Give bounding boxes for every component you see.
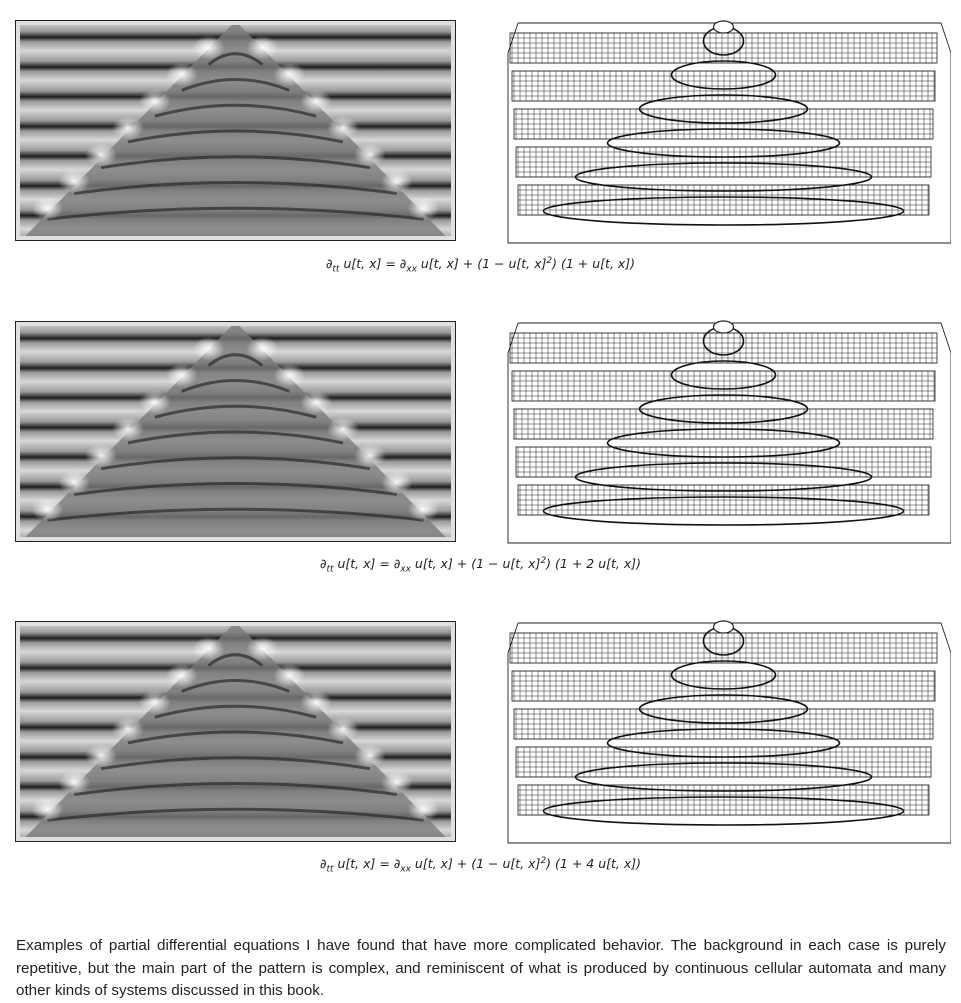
figure-caption: Examples of partial differential equatio… — [16, 937, 946, 1000]
surface-plot-3-image — [507, 620, 951, 844]
density-plot-3 — [15, 621, 456, 842]
density-plot-2 — [15, 321, 456, 542]
surface-plot-2 — [496, 313, 951, 545]
density-plot-3-image — [16, 622, 455, 841]
equation-1: ∂tt u[t, x] = ∂xx u[t, x] + (1 − u[t, x]… — [325, 256, 636, 275]
surface-plot-3 — [496, 613, 951, 845]
surface-plot-1 — [496, 13, 951, 245]
surface-plot-2-image — [507, 320, 951, 544]
density-plot-1 — [15, 20, 456, 241]
surface-plot-1-image — [507, 20, 951, 244]
equation-2: ∂tt u[t, x] = ∂xx u[t, x] + (1 − u[t, x]… — [319, 556, 642, 575]
density-plot-2-image — [16, 322, 455, 541]
density-plot-1-image — [16, 21, 455, 240]
equation-3: ∂tt u[t, x] = ∂xx u[t, x] + (1 − u[t, x]… — [319, 856, 642, 875]
